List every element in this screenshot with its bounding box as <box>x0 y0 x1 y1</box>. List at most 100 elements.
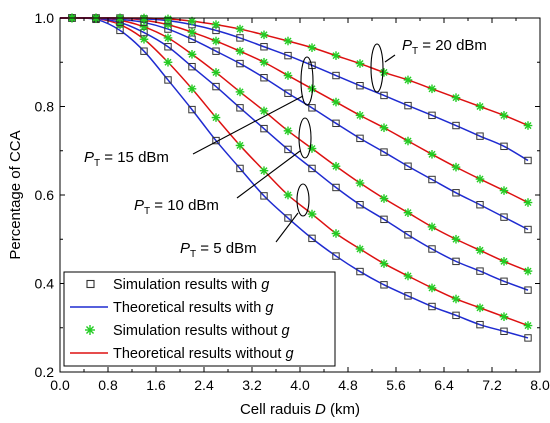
annotation-15dbm: PT = 15 dBm <box>84 56 314 169</box>
data-point-square <box>380 281 388 289</box>
annotation-label: PT = 10 dBm <box>134 197 219 217</box>
annotation-arrow <box>275 212 299 243</box>
x-tick-label: 1.6 <box>146 377 166 393</box>
asterisk-stroke <box>356 179 364 187</box>
annotation-label: PT = 15 dBm <box>84 149 169 169</box>
annotation-arrow <box>384 54 396 63</box>
data-point-square <box>308 234 316 243</box>
data-point-asterisk <box>499 257 509 266</box>
data-point-square <box>476 320 484 329</box>
asterisk-stroke <box>380 260 388 268</box>
data-point-asterisk <box>451 234 461 244</box>
data-point-square <box>476 132 484 140</box>
asterisk-stroke <box>212 68 220 76</box>
asterisk-stroke <box>452 163 460 171</box>
data-point-asterisk <box>403 75 413 85</box>
asterisk-stroke <box>164 34 172 42</box>
data-point-asterisk <box>427 283 437 293</box>
asterisk-stroke <box>188 28 196 36</box>
legend-label: Theoretical results with g <box>113 300 273 316</box>
data-point-asterisk <box>355 244 365 254</box>
annotation-10dbm: PT = 10 dBm <box>134 117 312 217</box>
data-point-asterisk <box>235 87 245 97</box>
data-point-square <box>284 51 292 60</box>
asterisk-stroke <box>212 37 220 45</box>
legend-item-theo-with-g: Theoretical results with g <box>70 300 273 316</box>
data-point-square <box>428 245 436 253</box>
annotation-20dbm: PT = 20 dBm <box>370 37 487 93</box>
asterisk-stroke <box>188 50 196 58</box>
data-point-asterisk <box>499 312 509 321</box>
data-point-asterisk <box>283 190 293 200</box>
asterisk-stroke <box>140 35 148 43</box>
annotation-5dbm: PT = 5 dBm <box>180 183 310 260</box>
data-point-square <box>356 134 364 143</box>
data-point-square <box>500 142 508 151</box>
data-point-square <box>356 201 364 209</box>
data-point-square <box>428 302 436 311</box>
x-tick-label: 2.4 <box>194 377 214 393</box>
asterisk-stroke <box>308 44 316 52</box>
asterisk-stroke <box>308 210 316 218</box>
data-point-square <box>428 111 436 120</box>
asterisk-stroke <box>524 121 532 130</box>
asterisk-stroke <box>404 137 412 145</box>
data-point-square <box>284 89 292 97</box>
data-point-square <box>164 43 172 51</box>
y-tick-label: 0.8 <box>35 99 55 115</box>
data-point-asterisk <box>331 161 341 171</box>
data-point-square <box>308 104 316 112</box>
data-point-square <box>332 183 340 192</box>
data-point-square <box>260 43 268 51</box>
data-point-asterisk <box>427 84 437 94</box>
data-point-asterisk <box>379 123 389 133</box>
data-point-asterisk <box>403 271 413 281</box>
asterisk-stroke <box>476 246 484 254</box>
data-point-asterisk <box>523 321 533 330</box>
asterisk-stroke <box>404 209 412 217</box>
data-point-asterisk <box>355 178 365 188</box>
data-point-asterisk <box>163 33 173 43</box>
asterisk-stroke <box>164 58 172 66</box>
x-tick-label: 0.0 <box>50 377 70 393</box>
asterisk-stroke <box>212 114 220 122</box>
data-point-asterisk <box>235 46 245 56</box>
data-point-square <box>332 71 340 80</box>
asterisk-stroke <box>164 21 172 29</box>
annotation-arrow <box>192 95 304 155</box>
series-line <box>60 17 529 272</box>
data-point-asterisk <box>403 136 413 146</box>
asterisk-stroke <box>284 71 292 80</box>
data-point-asterisk <box>403 208 413 217</box>
data-point-square <box>524 156 532 165</box>
asterisk-stroke <box>188 85 196 93</box>
series-20dBm-without_g <box>60 13 533 130</box>
y-tick-label: 1.0 <box>35 10 55 26</box>
asterisk-stroke <box>236 88 244 96</box>
x-tick-label: 0.8 <box>98 377 118 393</box>
data-point-square <box>236 104 244 112</box>
data-point-asterisk <box>307 209 317 219</box>
asterisk-stroke <box>140 23 148 31</box>
data-point-asterisk <box>379 259 389 268</box>
data-point-asterisk <box>523 266 533 276</box>
data-point-square <box>524 286 532 294</box>
legend-item-sim-without-g <box>85 325 95 335</box>
asterisk-stroke <box>260 107 268 115</box>
asterisk-stroke <box>500 257 508 265</box>
data-point-square <box>212 47 220 55</box>
annotation-ellipse <box>300 56 314 106</box>
asterisk-stroke <box>284 191 292 199</box>
asterisk-stroke <box>236 141 244 149</box>
data-point-square <box>284 214 292 222</box>
data-point-square <box>404 162 412 170</box>
asterisk-stroke <box>452 94 460 102</box>
data-point-square <box>380 215 388 224</box>
y-tick-label: 0.6 <box>35 187 55 203</box>
annotation-arrow <box>236 150 301 199</box>
data-point-square <box>332 119 340 128</box>
x-axis-title: Cell raduis D (km) <box>240 401 360 418</box>
data-point-asterisk <box>331 51 341 60</box>
data-point-square <box>500 213 508 221</box>
asterisk-stroke <box>212 21 220 29</box>
